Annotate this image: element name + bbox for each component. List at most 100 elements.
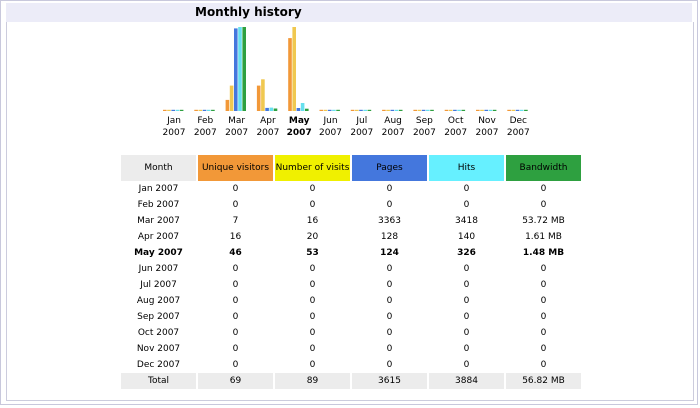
bar-bandwidth_mb-3 [273,108,278,111]
bar-unique-4 [288,38,292,111]
month-label-name: Sep [415,116,433,126]
bar-visits-11 [511,109,516,111]
cell-visits: 0 [309,328,316,338]
bar-unique-3 [256,85,261,111]
panel-title-bar: Monthly history [6,3,692,22]
cell-bandwidth: 0 [540,280,547,290]
bar-bandwidth_mb-7 [398,109,403,111]
cell-visits: 0 [309,360,316,370]
bar-hits-10 [488,109,493,111]
bar-pages-1 [202,109,207,111]
cell-visits: 0 [309,200,316,210]
cell-visits: 53 [306,248,319,258]
bar-unique-11 [507,109,511,111]
month-label: Mar 2007 [220,115,254,139]
cell-bandwidth: 0 [540,200,547,210]
month-label: Dec 2007 [501,115,535,139]
month-label: Jan 2007 [157,115,191,139]
bar-hits-11 [519,109,524,111]
cell-unique: 0 [232,280,239,290]
bar-pages-3 [265,107,269,111]
cell-bandwidth: 0 [540,312,547,322]
table-row: Aug 2007 0 0 0 0 0 [121,293,581,309]
bar-unique-5 [319,109,324,111]
cell-unique: 0 [232,296,239,306]
cell-bandwidth: 0 [540,184,547,194]
header-bandwidth: Bandwidth [506,155,581,181]
cell-unique: 0 [232,360,239,370]
monthly-history-chart [163,27,528,111]
cell-pages: 0 [386,264,393,274]
table-row: Mar 2007 7 16 3363 3418 53.72 MB [121,213,581,229]
cell-hits: 326 [457,248,476,258]
bar-pages-7 [390,109,395,111]
bar-hits-6 [363,109,367,111]
cell-bandwidth: 1.61 MB [525,232,562,242]
cell-pages: 128 [380,232,399,242]
cell-pages: 0 [386,312,393,322]
header-hits: Hits [429,155,504,181]
table-row: Jun 2007 0 0 0 0 0 [121,261,581,277]
cell-hits: 0 [463,296,470,306]
cell-bandwidth: 1.48 MB [522,248,565,258]
bar-bandwidth_mb-5 [336,109,340,111]
bar-visits-7 [386,109,390,111]
bar-hits-0 [175,109,180,111]
bar-unique-8 [413,109,417,111]
month-label: Oct 2007 [439,115,473,139]
cell-month: Nov 2007 [136,344,181,354]
month-label-name: Feb [197,116,214,126]
cell-unique: 0 [232,264,239,274]
bar-bandwidth_mb-10 [492,109,497,111]
cell-month: Oct 2007 [137,328,180,338]
bar-visits-6 [355,109,359,111]
monthly-history-table: Month Unique visitors Number of visits P… [119,155,583,389]
table-row: Sep 2007 0 0 0 0 0 [121,309,581,325]
cell-bandwidth: 0 [540,328,547,338]
month-label-year: 2007 [286,128,312,138]
bar-hits-4 [300,103,305,111]
table-row: May 2007 46 53 124 326 1.48 MB [121,245,581,261]
bar-hits-5 [332,109,336,111]
bar-hits-2 [238,27,242,111]
cell-bandwidth: 0 [540,264,547,274]
month-label-name: Jun [323,116,338,126]
bar-pages-10 [484,109,488,111]
cell-month: Dec 2007 [136,360,181,370]
bar-pages-11 [515,109,520,111]
bar-visits-9 [448,109,453,111]
month-label-name: May [288,116,310,126]
total-visits: 89 [275,373,350,389]
table-row: Apr 2007 16 20 128 140 1.61 MB [121,229,581,245]
month-label-year: 2007 [256,128,280,138]
month-label: Nov 2007 [470,115,504,139]
month-label-year: 2007 [506,128,530,138]
bar-bandwidth_mb-11 [524,109,528,111]
bar-unique-0 [163,109,167,111]
bar-pages-5 [327,109,332,111]
panel-body [6,22,694,401]
cell-hits: 0 [463,344,470,354]
month-label-year: 2007 [193,128,217,138]
total-pages: 3615 [352,373,427,389]
total-bandwidth: 56.82 MB [506,373,581,389]
cell-hits: 0 [463,184,470,194]
cell-unique: 0 [232,200,239,210]
cell-hits: 0 [463,280,470,290]
cell-pages: 0 [386,360,393,370]
cell-month: Apr 2007 [137,232,180,242]
bar-hits-7 [394,109,399,111]
cell-unique: 0 [232,312,239,322]
cell-hits: 0 [463,264,470,274]
bar-bandwidth_mb-8 [430,109,434,111]
cell-hits: 0 [463,328,470,338]
cell-unique: 0 [232,344,239,354]
month-label-name: Apr [260,116,276,126]
cell-month: Jun 2007 [138,264,179,274]
bar-unique-1 [194,109,198,111]
panel-title: Monthly history [195,5,302,19]
total-unique: 69 [198,373,273,389]
cell-month: Jan 2007 [138,184,179,194]
bar-visits-2 [229,85,234,111]
cell-pages: 0 [386,328,393,338]
